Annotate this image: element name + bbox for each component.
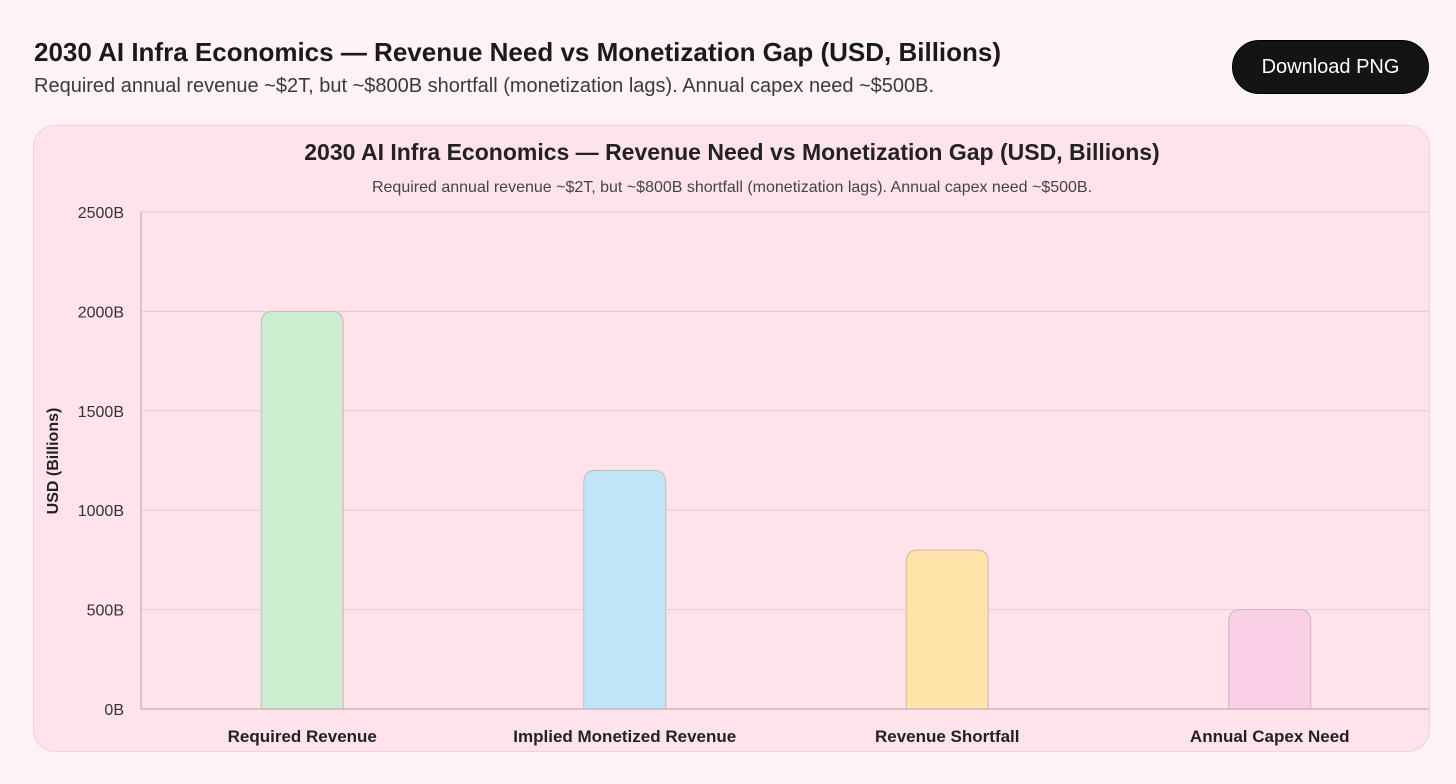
y-tick-label: 500B [87, 603, 124, 620]
download-png-button[interactable]: Download PNG [1232, 40, 1429, 94]
bar-required-revenue [260, 310, 344, 710]
y-tick-label: 2500B [78, 205, 124, 222]
y-tick-label: 2000B [78, 304, 124, 321]
bar-chart: 2030 AI Infra Economics — Revenue Need v… [45, 139, 1429, 746]
bar-annual-capex-need [1228, 609, 1312, 710]
bar-revenue-shortfall [905, 549, 989, 710]
y-tick-label: 0B [104, 702, 124, 719]
y-tick-label: 1500B [78, 404, 124, 421]
header: 2030 AI Infra Economics — Revenue Need v… [34, 34, 1194, 100]
bars [260, 310, 1312, 710]
page-subtitle: Required annual revenue ~$2T, but ~$800B… [34, 75, 935, 97]
bar-implied-monetized-revenue [583, 469, 667, 710]
chart-title: 2030 AI Infra Economics — Revenue Need v… [304, 139, 1159, 165]
y-axis-label: USD (Billions) [45, 408, 62, 515]
y-tick-labels: 0B 500B 1000B 1500B 2000B 2500B [78, 205, 124, 719]
x-tick-label: Required Revenue [228, 727, 377, 746]
x-tick-label: Revenue Shortfall [875, 727, 1020, 746]
y-tick-label: 1000B [78, 503, 124, 520]
x-tick-labels: Required Revenue Implied Monetized Revenu… [228, 727, 1350, 746]
page-title: 2030 AI Infra Economics — Revenue Need v… [34, 37, 1002, 67]
grid-lines [141, 211, 1429, 611]
axes [140, 212, 1429, 710]
chart-subtitle: Required annual revenue ~$2T, but ~$800B… [372, 179, 1092, 196]
chart-card: 2030 AI Infra Economics — Revenue Need v… [33, 125, 1430, 752]
x-tick-label: Implied Monetized Revenue [513, 727, 736, 746]
x-tick-label: Annual Capex Need [1190, 727, 1350, 746]
